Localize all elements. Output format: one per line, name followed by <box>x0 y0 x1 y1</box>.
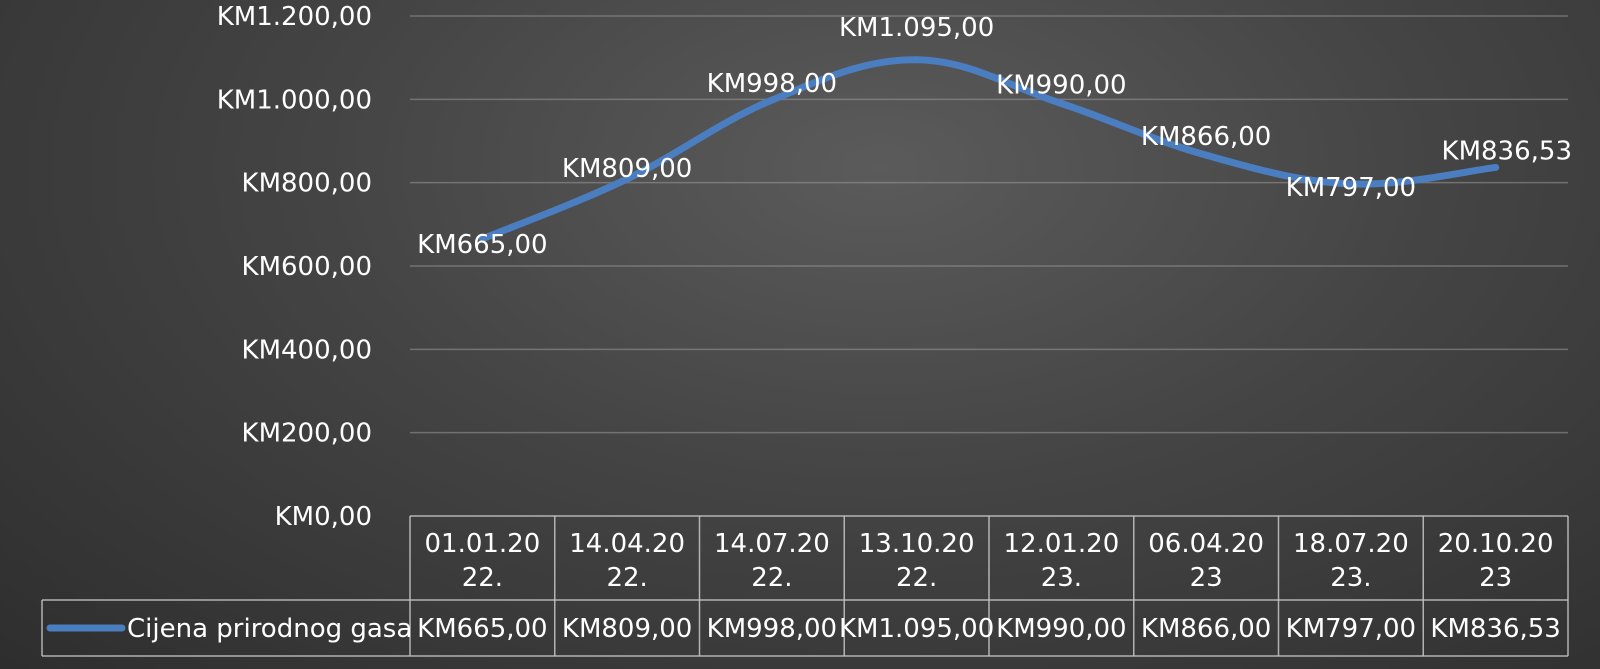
data-label: KM998,00 <box>707 69 837 99</box>
x-tick-label: 14.07.20 22. <box>714 529 830 593</box>
x-tick-label: 01.01.20 22. <box>424 529 540 593</box>
table-value-cell: KM866,00 <box>1141 614 1271 644</box>
data-point <box>1057 100 1065 107</box>
x-tick-label-line: 14.07.20 <box>714 529 830 559</box>
x-tick-label-line: 22. <box>606 563 647 593</box>
x-tick-label-line: 18.07.20 <box>1293 529 1409 559</box>
x-tick-label: 12.01.20 23. <box>1003 529 1119 593</box>
data-label: KM866,00 <box>1141 122 1271 152</box>
data-point <box>478 235 486 243</box>
table-value-cell: KM797,00 <box>1286 614 1416 644</box>
x-tick-label-line: 23. <box>1330 563 1371 593</box>
data-label: KM665,00 <box>417 230 547 260</box>
y-tick-label: KM600,00 <box>242 252 372 282</box>
gridlines <box>410 15 1568 434</box>
x-tick-label-line: 13.10.20 <box>859 529 975 559</box>
x-tick-label-line: 12.01.20 <box>1003 529 1119 559</box>
data-point <box>1347 180 1355 188</box>
x-tick-label: 13.10.20 22. <box>859 529 975 593</box>
y-tick-label: KM400,00 <box>242 335 372 365</box>
data-label: KM836,53 <box>1442 136 1572 166</box>
table-value-cell: KM665,00 <box>417 614 547 644</box>
x-tick-label-line: 22. <box>462 563 503 593</box>
x-tick-label-line: 01.01.20 <box>424 529 540 559</box>
x-tick-label: 14.04.20 22. <box>569 529 685 593</box>
x-tick-label-line: 20.10.20 <box>1438 529 1554 559</box>
x-tick-label: 18.07.20 23. <box>1293 529 1409 593</box>
y-axis: KM0,00 KM200,00 KM400,00 KM600,00 KM800,00 KM… <box>217 2 372 532</box>
table-value-cell: KM1.095,00 <box>839 614 994 644</box>
data-table: 01.01.20 22.14.04.20 22.14.07.20 22.13.10.2… <box>41 515 1569 657</box>
x-tick-label-line: 22. <box>751 563 792 593</box>
y-tick-label: KM200,00 <box>242 419 372 449</box>
y-tick-label: KM1.200,00 <box>217 2 372 32</box>
data-label: KM990,00 <box>996 71 1126 101</box>
table-value-cell: KM809,00 <box>562 614 692 644</box>
x-tick-label: 06.04.20 23 <box>1148 529 1264 593</box>
series-line-cijena-prirodnog-gasa <box>478 56 1500 243</box>
y-tick-label: KM1.000,00 <box>217 85 372 115</box>
x-tick-label: 20.10.20 23 <box>1438 529 1554 593</box>
series-layer <box>478 56 1500 243</box>
data-labels: KM665,00 KM809,00 KM998,00KM1.095,00KM990,… <box>417 13 1572 260</box>
table-value-cell: KM990,00 <box>996 614 1126 644</box>
legend-series-name: Cijena prirodnog gasa <box>127 614 412 644</box>
table-value-cell: KM998,00 <box>707 614 837 644</box>
data-label: KM809,00 <box>562 154 692 184</box>
x-tick-label-line: 23. <box>1041 563 1082 593</box>
y-tick-label: KM800,00 <box>242 169 372 199</box>
x-tick-label-line: 14.04.20 <box>569 529 685 559</box>
x-tick-label-line: 23 <box>1190 563 1223 593</box>
x-tick-label-line: 06.04.20 <box>1148 529 1264 559</box>
x-tick-label-line: 23 <box>1479 563 1512 593</box>
data-point <box>768 96 776 104</box>
data-point <box>1492 163 1500 171</box>
data-label: KM797,00 <box>1286 173 1416 203</box>
data-label: KM1.095,00 <box>839 13 994 43</box>
x-tick-label-line: 22. <box>896 563 937 593</box>
data-point <box>1202 151 1210 159</box>
data-point <box>913 56 921 64</box>
table-value-cell: KM836,53 <box>1430 614 1560 644</box>
y-tick-label: KM0,00 <box>275 502 372 532</box>
data-point <box>623 175 631 183</box>
